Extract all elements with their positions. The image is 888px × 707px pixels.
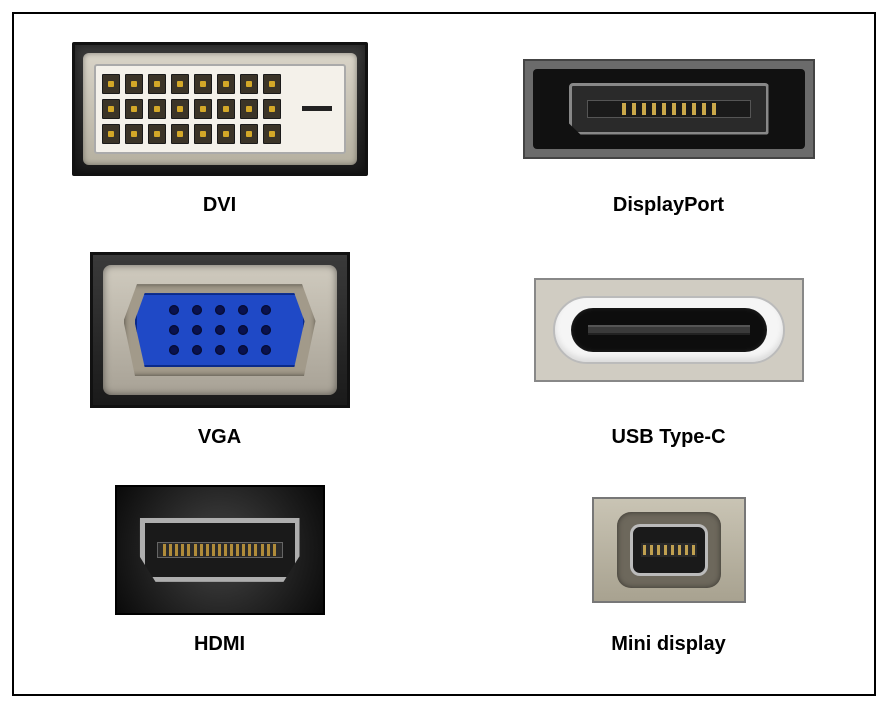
cell-dvi: DVI [50, 42, 389, 235]
vga-pin-grid [169, 303, 271, 357]
cell-hdmi: HDMI [50, 485, 389, 674]
usbc-image [534, 252, 804, 408]
minidp-image [592, 485, 746, 615]
vga-label: VGA [198, 426, 241, 449]
displayport-pins [622, 103, 716, 115]
minidp-label: Mini display [611, 633, 725, 656]
displayport-label: DisplayPort [613, 194, 724, 217]
connector-reference-card: DVI DisplayPort [12, 12, 876, 696]
vga-image [90, 252, 350, 408]
cell-vga: VGA [50, 252, 389, 467]
usbc-label: USB Type-C [611, 426, 725, 449]
hdmi-image [115, 485, 325, 615]
connector-grid: DVI DisplayPort [50, 42, 838, 674]
dvi-image [72, 42, 368, 176]
cell-displayport: DisplayPort [499, 42, 838, 235]
hdmi-label: HDMI [194, 633, 245, 656]
cell-usbc: USB Type-C [499, 252, 838, 467]
displayport-image [523, 42, 815, 176]
dvi-label: DVI [203, 194, 236, 217]
dvi-ground-blade [296, 96, 338, 122]
cell-minidp: Mini display [499, 485, 838, 674]
hdmi-tongue [157, 542, 283, 558]
minidp-tongue [641, 543, 697, 557]
dvi-pin-grid [102, 74, 281, 144]
usbc-tongue [588, 325, 750, 335]
